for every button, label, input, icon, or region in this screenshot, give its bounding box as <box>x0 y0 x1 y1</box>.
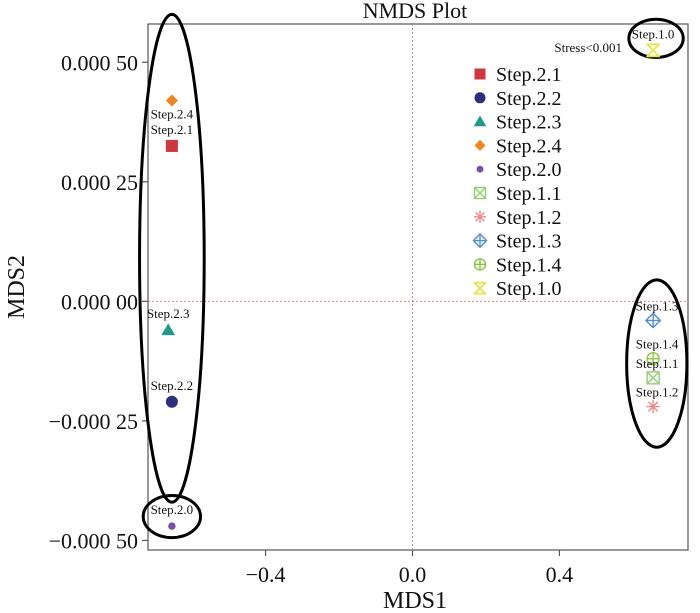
y-tick-label: 0.000 50 <box>61 50 138 75</box>
legend-label-step-1-3: Step.1.3 <box>496 231 562 253</box>
y-tick-label: 0.000 25 <box>61 170 138 195</box>
data-point-step-1-3 <box>644 312 662 329</box>
legend-item-step-2-1: Step.2.1 <box>474 64 562 86</box>
point-label-step-2-2: Step.2.2 <box>151 378 194 393</box>
y-axis-label: MDS2 <box>4 255 30 319</box>
legend-item-step-2-4: Step.2.4 <box>474 135 562 157</box>
legend-marker-step-2-2 <box>474 92 486 104</box>
data-point-step-2-3 <box>161 323 176 336</box>
data-point-step-1-2 <box>646 399 660 414</box>
legend-label-step-1-0: Step.1.0 <box>496 278 562 300</box>
legend-marker-step-2-3 <box>473 115 487 127</box>
x-axis-label: MDS1 <box>383 588 447 613</box>
x-tick-label: −0.4 <box>246 562 286 587</box>
legend-marker-step-1-3 <box>472 233 488 249</box>
legend-label-step-2-2: Step.2.2 <box>496 88 562 110</box>
y-tick-label: −0.000 50 <box>49 528 138 553</box>
legend-label-step-1-2: Step.1.2 <box>496 207 562 229</box>
legend-label-step-1-4: Step.1.4 <box>496 254 562 276</box>
legend-label-step-2-1: Step.2.1 <box>496 64 562 86</box>
group-ellipse-step-2-cluster <box>138 12 206 504</box>
legend-item-step-1-3: Step.1.3 <box>472 231 562 253</box>
legend-label-step-2-0: Step.2.0 <box>496 159 562 181</box>
point-label-step-1-2: Step.1.2 <box>636 385 679 400</box>
data-point-step-2-2 <box>165 395 178 408</box>
legend-label-step-2-3: Step.2.3 <box>496 112 562 134</box>
legend-marker-step-1-4 <box>473 258 487 271</box>
y-tick-label: −0.000 25 <box>49 409 138 434</box>
point-label-step-2-4: Step.2.4 <box>151 107 194 122</box>
legend-label-step-1-1: Step.1.1 <box>496 183 562 205</box>
legend-marker-step-2-0 <box>476 165 484 173</box>
point-label-step-1-4: Step.1.4 <box>636 337 679 352</box>
group-ellipse-step-1-cluster <box>625 278 689 449</box>
point-label-step-2-3: Step.2.3 <box>147 306 190 321</box>
point-label-step-2-1: Step.2.1 <box>151 122 194 137</box>
point-label-step-1-3: Step.1.3 <box>636 298 679 313</box>
data-point-step-1-1 <box>646 371 660 385</box>
legend-marker-step-1-1 <box>473 186 487 200</box>
plot-frame <box>147 23 689 551</box>
data-point-step-1-4 <box>646 352 660 366</box>
x-tick-label: 0.0 <box>399 562 427 587</box>
data-point-step-2-1 <box>165 139 178 152</box>
x-tick-label: 0.4 <box>546 562 574 587</box>
legend-item-step-2-3: Step.2.3 <box>473 112 562 134</box>
legend-marker-step-1-2 <box>473 210 487 223</box>
y-tick-label: 0.000 00 <box>61 289 138 314</box>
group-ellipse-step-1-0 <box>627 17 685 59</box>
legend-marker-step-2-4 <box>474 139 486 151</box>
point-label-step-2-0: Step.2.0 <box>151 502 194 517</box>
legend-item-step-1-2: Step.1.2 <box>473 207 562 229</box>
data-point-step-1-0 <box>646 43 661 58</box>
legend: Step.2.1Step.2.2Step.2.3Step.2.4Step.2.0… <box>472 64 562 300</box>
group-ellipse-step-2-0 <box>141 493 203 540</box>
legend-item-step-1-0: Step.1.0 <box>473 278 562 300</box>
legend-label-step-2-4: Step.2.4 <box>496 135 562 157</box>
point-label-step-1-0: Step.1.0 <box>632 26 675 41</box>
legend-item-step-2-0: Step.2.0 <box>476 159 562 181</box>
legend-item-step-2-2: Step.2.2 <box>474 88 562 110</box>
legend-item-step-1-4: Step.1.4 <box>473 254 562 276</box>
stress-label: Stress<0.001 <box>554 40 622 55</box>
chart-title: NMDS Plot <box>363 0 468 23</box>
point-label-step-1-1: Step.1.1 <box>636 356 679 371</box>
legend-marker-step-2-1 <box>474 68 486 80</box>
data-point-step-2-0 <box>168 522 176 530</box>
legend-marker-step-1-0 <box>473 281 487 295</box>
data-point-step-2-4 <box>165 94 178 107</box>
legend-item-step-1-1: Step.1.1 <box>473 183 562 205</box>
